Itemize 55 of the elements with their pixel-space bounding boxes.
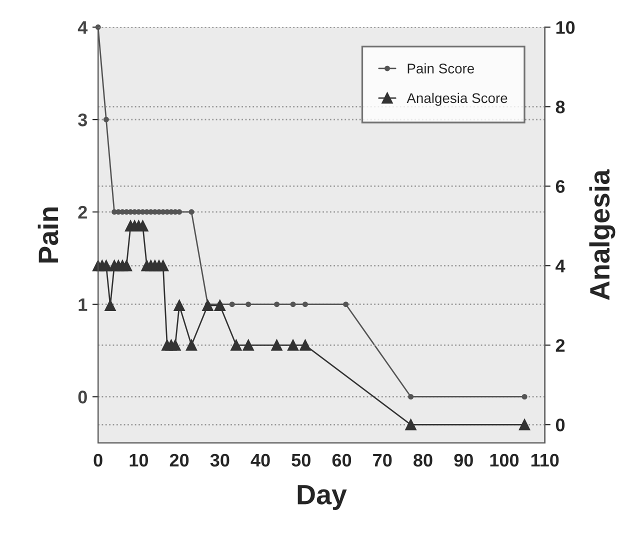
y-axis-title: Pain — [38, 207, 58, 263]
y2-tick-label: 4 — [556, 260, 566, 272]
y2-axis-title: Analgesia — [589, 169, 616, 300]
point — [271, 340, 282, 351]
x-tick-label: 0 — [94, 454, 102, 467]
point — [176, 209, 182, 215]
x-tick-label: 10 — [130, 454, 148, 467]
x-tick-label: 90 — [454, 454, 473, 467]
x-tick-label: 20 — [170, 454, 189, 467]
legend-label: Analgesia Score — [406, 92, 508, 106]
point — [343, 302, 349, 308]
point — [170, 340, 181, 351]
point — [103, 116, 109, 122]
point — [230, 340, 242, 351]
y-tick-label: 4 — [78, 21, 88, 34]
y2-tick-label: 2 — [556, 339, 565, 352]
x-tick-label: 110 — [531, 454, 559, 467]
point — [518, 419, 530, 430]
point — [405, 419, 416, 430]
point — [100, 260, 112, 272]
point — [174, 300, 185, 311]
point — [120, 260, 132, 272]
point — [242, 340, 254, 351]
x-tick-label: 30 — [210, 454, 230, 467]
x-tick-label: 50 — [292, 454, 310, 467]
legend-label: Pain Score — [408, 63, 474, 74]
x-axis-title: Day — [298, 485, 347, 510]
y-tick-label: 0 — [78, 390, 87, 404]
x-tick-label: 80 — [414, 454, 432, 467]
point — [229, 302, 235, 308]
y-tick-label: 2 — [78, 206, 87, 218]
point — [290, 302, 296, 308]
x-tick-label: 40 — [250, 454, 270, 467]
point — [408, 394, 414, 400]
point — [274, 302, 280, 308]
point — [287, 340, 299, 351]
point — [186, 340, 198, 351]
point — [302, 302, 308, 308]
y2-tick-label: 8 — [556, 100, 565, 114]
point — [202, 300, 214, 311]
point — [522, 394, 528, 400]
point — [246, 302, 252, 308]
x-tick-label: 60 — [332, 454, 352, 467]
y2-tick-label: 0 — [556, 418, 565, 432]
x-tick-label: 100 — [490, 454, 519, 467]
y-tick-label: 1 — [78, 298, 88, 311]
point — [214, 300, 226, 311]
point — [158, 260, 169, 272]
y-tick-label: 3 — [78, 114, 88, 126]
point — [104, 300, 116, 311]
x-tick-label: 70 — [373, 454, 392, 467]
y2-tick-label: 10 — [556, 21, 575, 34]
y2-tick-label: 6 — [556, 180, 565, 193]
point — [188, 209, 194, 215]
point — [300, 340, 311, 351]
